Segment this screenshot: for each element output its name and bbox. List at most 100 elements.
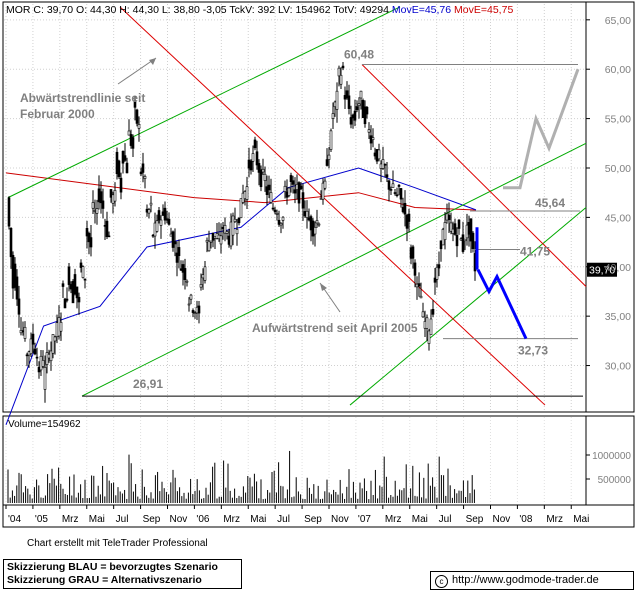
candle-body	[141, 163, 145, 173]
candle-body	[247, 159, 251, 169]
volume-label: Volume=154962	[8, 419, 81, 430]
candle-body	[201, 274, 205, 279]
x-tick-label: Mrz	[223, 514, 240, 525]
candle-body	[123, 155, 127, 161]
candle-body	[81, 266, 85, 278]
candle-body	[151, 234, 155, 237]
candle-body	[305, 210, 309, 218]
candle-body	[331, 113, 335, 119]
candle-body	[155, 220, 159, 232]
y-tick-label: 65,00	[605, 15, 631, 27]
candle-body	[105, 220, 109, 237]
candle-body	[429, 318, 433, 336]
candle-body	[165, 218, 169, 221]
candle-body	[95, 208, 99, 214]
candle-body	[59, 322, 63, 332]
price-plot-frame	[2, 1, 587, 413]
candle-body	[275, 213, 279, 215]
candle-body	[367, 129, 371, 133]
candle-body	[209, 240, 213, 243]
forecast-scenarios	[475, 68, 580, 340]
annotation-downtrend-line1: Abwärtstrendlinie seit	[20, 91, 145, 105]
candle-body	[323, 180, 327, 189]
candle-body	[157, 210, 161, 221]
candle-body	[273, 209, 277, 213]
candle-body	[149, 202, 153, 206]
header-ohlc: C: 39,70 O: 44,30 H: 44,30 L: 38,80 -3,0…	[33, 4, 389, 16]
x-tick-label: Nov	[331, 514, 349, 525]
candle-body	[403, 202, 407, 215]
candle-body	[25, 354, 29, 357]
candle-body	[291, 180, 295, 185]
candle-body	[435, 266, 439, 280]
url-text[interactable]: http://www.godmode-trader.de	[452, 574, 599, 586]
x-tick-label: Jul	[277, 514, 290, 525]
candle-body	[117, 160, 121, 177]
candle-body	[399, 188, 403, 200]
level-label: 41,75	[520, 244, 550, 258]
candle-body	[73, 274, 77, 295]
candle-body	[347, 95, 351, 109]
legend-grey: Skizzierung GRAU = Alternativszenario	[7, 574, 202, 586]
candle-body	[153, 222, 157, 237]
x-tick-label: Sep	[143, 514, 161, 525]
candle-body	[301, 192, 305, 209]
candle-body	[107, 235, 111, 238]
candle-body	[53, 336, 57, 342]
candle-body	[463, 238, 467, 242]
source-url[interactable]: c http://www.godmode-trader.de	[430, 571, 634, 590]
candle-body	[233, 218, 237, 222]
price-axis: 65,00 60,00 55,00 50,00 45,00 40,00 35,00 30,00	[586, 15, 631, 373]
candle-body	[235, 229, 239, 235]
candle-body	[219, 235, 223, 245]
volume-tick-label: 1000000	[592, 451, 631, 462]
candle-body	[279, 223, 283, 226]
candle-body	[129, 134, 133, 146]
candle-body	[263, 173, 267, 181]
candle-body	[127, 130, 131, 136]
candle-body	[283, 185, 287, 192]
candle-body	[91, 202, 95, 209]
candle-body	[171, 231, 175, 248]
candle-body	[29, 338, 33, 355]
candle-body	[33, 348, 37, 355]
candle-body	[215, 233, 219, 239]
chart-credit: Chart erstellt mit TeleTrader Profession…	[27, 538, 208, 549]
candle-body	[175, 252, 179, 263]
candle-body	[31, 333, 35, 345]
candle-body	[121, 150, 125, 164]
candle-body	[469, 218, 473, 242]
candle-body	[313, 227, 317, 235]
volume-plot-frame	[2, 415, 587, 506]
candle-body	[199, 284, 203, 288]
candle-body	[231, 215, 235, 236]
candle-body	[299, 185, 303, 190]
candle-body	[143, 176, 147, 179]
candle-body	[191, 310, 195, 313]
candle-body	[249, 160, 253, 171]
candle-body	[87, 233, 91, 243]
candle-body	[237, 217, 241, 224]
x-tick-label: Mrz	[62, 514, 79, 525]
candle-body	[17, 298, 21, 315]
candle-body	[271, 207, 275, 210]
candle-body	[179, 268, 183, 271]
candle-body	[391, 183, 395, 188]
candle-body	[241, 192, 245, 203]
candle-body	[359, 90, 363, 99]
candle-body	[443, 222, 447, 240]
candle-body	[419, 295, 423, 299]
candle-body	[315, 220, 319, 224]
candle-body	[267, 184, 271, 191]
candle-body	[75, 286, 79, 299]
candle-body	[221, 227, 225, 230]
candle-body	[257, 163, 261, 173]
volume-bars: 1000000 500000	[7, 450, 631, 503]
candle-body	[227, 235, 231, 245]
candle-body	[49, 350, 53, 362]
candle-body	[433, 277, 437, 283]
candle-body	[357, 103, 361, 106]
chart-header: MOR C: 39,70 O: 44,30 H: 44,30 L: 38,80 …	[6, 4, 513, 16]
candle-body	[245, 186, 249, 200]
y-tick-label: 60,00	[605, 64, 631, 76]
